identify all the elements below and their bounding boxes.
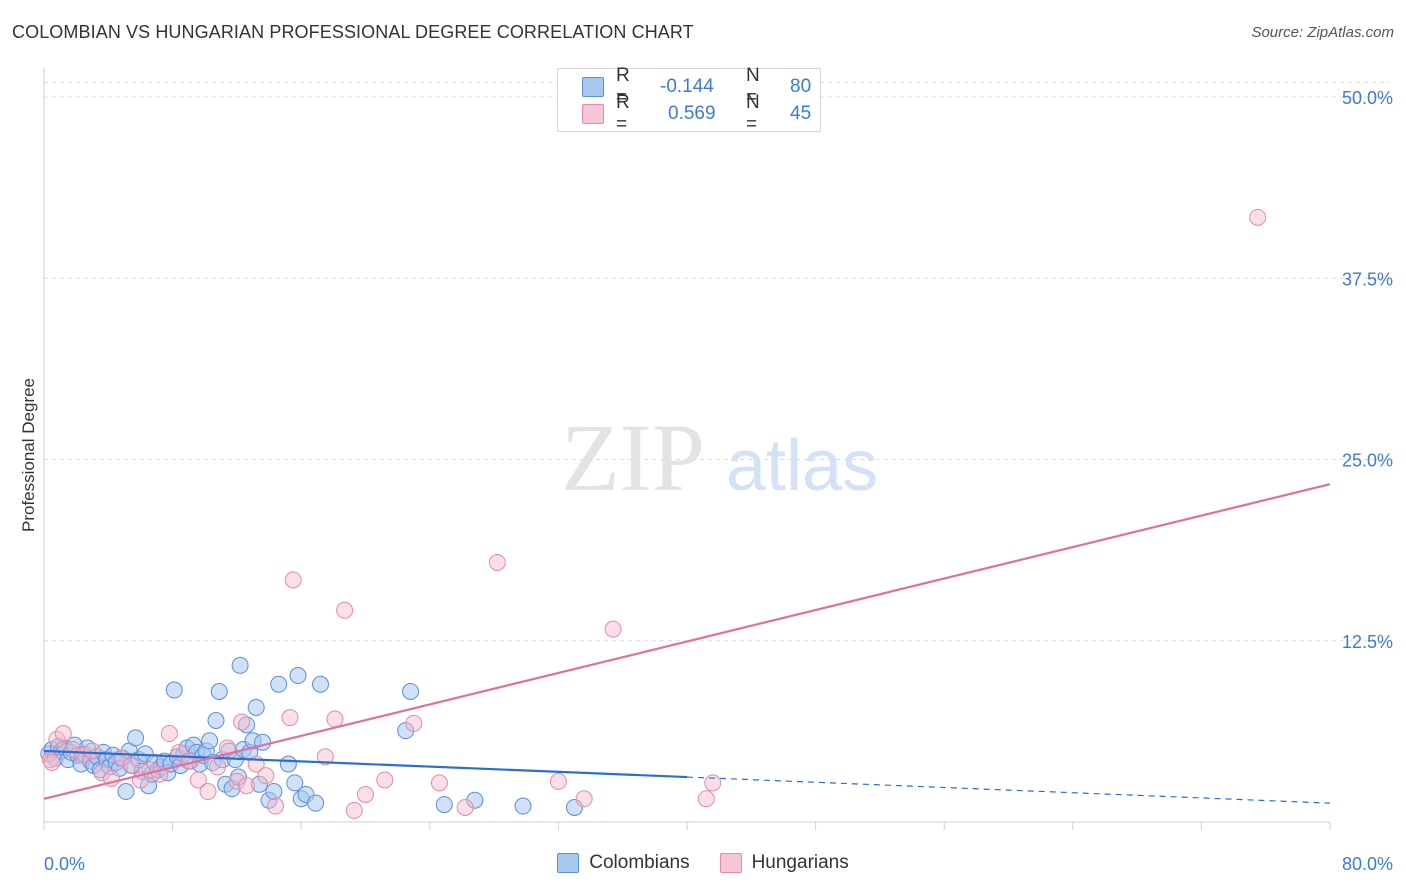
colombian-point xyxy=(286,774,304,792)
y-tick-label: 12.5% xyxy=(1342,632,1393,652)
hungarian-point xyxy=(284,571,302,589)
y-tick-label: 50.0% xyxy=(1342,88,1393,108)
legend-r-label: R = xyxy=(616,65,630,108)
colombians-points xyxy=(40,656,583,816)
colombian-point xyxy=(289,667,307,685)
colombian-point xyxy=(565,799,583,816)
x-tick-label: 80.0% xyxy=(1342,854,1393,874)
colombian-point xyxy=(466,791,484,809)
colombians-swatch xyxy=(557,853,580,873)
colombian-point xyxy=(250,775,268,793)
hungarians-label: Hungarians xyxy=(751,852,849,873)
y-tick-label: 25.0% xyxy=(1342,451,1393,471)
colombian-point xyxy=(435,796,453,814)
colombian-point xyxy=(165,681,183,699)
hungarian-point xyxy=(160,725,178,743)
hungarian-point xyxy=(281,709,299,727)
hungarian-point xyxy=(549,772,567,790)
colombian-point xyxy=(514,797,532,815)
source-label: Source: ZipAtlas.com xyxy=(1251,24,1394,41)
hungarian-point xyxy=(456,799,474,816)
colombian-point xyxy=(254,733,272,751)
tick-labels: 12.5% 25.0% 37.5% 50.0% 0.0% 80.0% xyxy=(44,88,1393,874)
hungarian-point xyxy=(54,725,72,743)
hungarian-point xyxy=(376,771,394,789)
legend-n-value: 45 xyxy=(790,103,812,124)
hungarian-point xyxy=(48,730,66,748)
colombian-point xyxy=(231,656,249,674)
hungarian-point xyxy=(238,777,256,795)
hungarian-point xyxy=(93,764,111,782)
hungarians-points xyxy=(41,208,1267,819)
legend-item-hungarians[interactable]: Hungarians xyxy=(719,852,849,874)
hungarian-point xyxy=(83,742,101,760)
legend-n-label: N = xyxy=(746,92,760,135)
hungarian-point xyxy=(704,774,722,792)
grid-lines xyxy=(44,82,1390,642)
hungarian-point xyxy=(1249,208,1267,226)
colombians-trend-line xyxy=(43,749,688,779)
colombian-point xyxy=(210,683,228,700)
hungarian-point xyxy=(326,710,344,728)
legend-row-hungarians: R = 0.569 N = 45 xyxy=(582,92,812,135)
chart-title: COLOMBIAN VS HUNGARIAN PROFESSIONAL DEGR… xyxy=(12,22,694,42)
legend-swatch-blue xyxy=(582,77,604,97)
legend-item-colombians[interactable]: Colombians xyxy=(557,852,690,874)
legend-r-value: -0.144 xyxy=(660,76,714,97)
watermark-atlas: atlas xyxy=(726,426,878,506)
colombian-point xyxy=(117,783,135,801)
hungarian-point xyxy=(405,714,423,732)
x-tick-label: 0.0% xyxy=(44,854,85,874)
y-tick-label: 37.5% xyxy=(1342,269,1393,289)
colombian-point xyxy=(270,675,288,693)
colombian-point xyxy=(265,783,283,801)
hungarian-point xyxy=(257,767,275,785)
axes xyxy=(43,68,1331,830)
legend-r-value: 0.569 xyxy=(668,103,716,124)
hungarians-swatch xyxy=(719,853,742,873)
colombian-point xyxy=(201,732,219,750)
hungarian-point xyxy=(122,756,140,774)
hungarian-point xyxy=(345,801,363,819)
watermark-zip: ZIP xyxy=(561,404,705,511)
hungarian-point xyxy=(336,601,354,619)
hungarian-point xyxy=(64,741,82,758)
legend-r-label: R = xyxy=(616,92,630,135)
hungarian-point xyxy=(266,797,284,815)
hungarian-point xyxy=(488,553,506,571)
legend-row-colombians: R = -0.144 N = 80 xyxy=(582,65,812,108)
colombian-point xyxy=(207,712,225,729)
colombian-point xyxy=(247,698,265,716)
colombian-point xyxy=(307,794,325,812)
hungarian-point xyxy=(233,713,251,731)
hungarian-point xyxy=(43,754,61,772)
y-axis-label: Professional Degree xyxy=(19,378,38,532)
hungarian-point xyxy=(199,783,217,801)
legend-n-label: N = xyxy=(746,65,760,108)
hungarian-point xyxy=(209,758,227,776)
legend-swatch-pink xyxy=(582,104,604,124)
watermark: ZIP atlas xyxy=(561,404,878,511)
legend-n-value: 80 xyxy=(790,76,812,97)
colombian-point xyxy=(402,683,420,700)
hungarian-point xyxy=(430,774,448,792)
hungarian-point xyxy=(357,785,374,803)
hungarian-point xyxy=(316,748,334,766)
hungarian-point xyxy=(228,772,246,790)
colombians-label: Colombians xyxy=(589,852,690,873)
hungarians-trend-line xyxy=(43,483,1331,800)
hungarian-point xyxy=(189,771,207,789)
trend-lines xyxy=(43,483,1331,804)
stats-legend: R = -0.144 N = 80 R = 0.569 N = 45 xyxy=(557,65,821,135)
series-legend: Colombians Hungarians xyxy=(0,852,1406,874)
colombians-trend-extension xyxy=(686,776,1331,804)
hungarian-point xyxy=(604,620,622,638)
colombian-point xyxy=(279,755,297,773)
colombian-point xyxy=(311,675,329,693)
hungarian-point xyxy=(575,790,593,808)
colombian-point xyxy=(238,716,256,734)
colombian-point xyxy=(127,729,145,747)
hungarian-point xyxy=(697,790,715,808)
